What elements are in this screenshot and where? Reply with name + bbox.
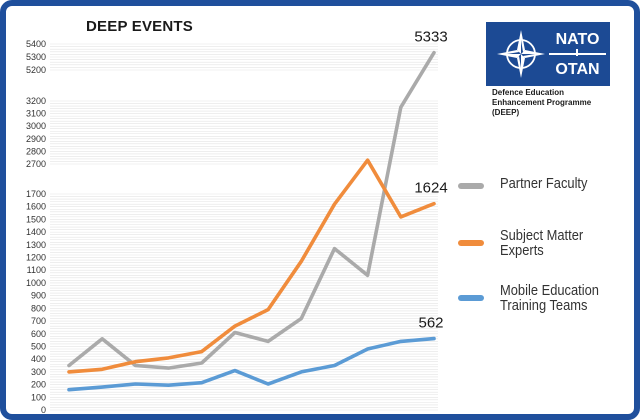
end-labels: 5333 1624 562: [414, 29, 447, 332]
y-tick-label: 1200: [26, 253, 46, 263]
legend-label: Partner Faculty: [500, 176, 612, 191]
y-tick-label: 200: [31, 380, 46, 390]
legend-swatch: [458, 295, 484, 301]
series-layer: [67, 50, 436, 392]
logo-divider-tick: [576, 49, 578, 59]
logo-nato-word: NATO: [549, 26, 606, 53]
series-line: [67, 50, 436, 370]
grid-layer: [50, 43, 438, 411]
y-tick-label: 300: [31, 367, 46, 377]
y-tick-label: 700: [31, 316, 46, 326]
y-tick-label: 500: [31, 341, 46, 351]
legend-label-line: Mobile Education: [500, 282, 599, 299]
line-chart: 0 100 200 300 400 500 600 700 800 900 1000 1100 1200…: [26, 29, 448, 415]
end-value-label: 1624: [414, 180, 447, 197]
series-line: [67, 336, 436, 392]
y-tick-label: 1300: [26, 240, 46, 250]
legend-label-line: Training Teams: [500, 297, 588, 314]
y-tick-label: 2900: [26, 134, 46, 144]
legend-label-line: Experts: [500, 242, 544, 259]
nato-deep-logo: NATO OTAN Defence Education Enhancement …: [486, 22, 610, 119]
legend-swatch: [458, 240, 484, 246]
chart-title: DEEP EVENTS: [86, 18, 193, 35]
logo-caption: Defence Education Enhancement Programme …: [492, 88, 610, 118]
nato-compass-icon: [497, 30, 545, 78]
legend-label-line: Subject Matter: [500, 227, 584, 244]
y-tick-label: 5200: [26, 65, 46, 75]
y-tick-label: 5400: [26, 39, 46, 49]
legend-swatch: [458, 183, 484, 189]
y-tick-label: 1000: [26, 278, 46, 288]
logo-otan-word: OTAN: [549, 56, 606, 83]
y-tick-label: 1500: [26, 214, 46, 224]
y-tick-label: 0: [41, 405, 46, 415]
y-tick-label: 1400: [26, 227, 46, 237]
y-tick-label: 1700: [26, 189, 46, 199]
logo-caption-line: Enhancement Programme: [492, 98, 592, 107]
legend-label: Subject Matter Experts: [500, 228, 612, 258]
legend-label: Mobile Education Training Teams: [500, 283, 612, 313]
logo-caption-line: Defence Education: [492, 88, 565, 97]
end-value-label: 562: [418, 315, 443, 332]
logo-caption-line: (DEEP): [492, 108, 520, 117]
y-tick-label: 600: [31, 329, 46, 339]
y-tick-label: 3200: [26, 96, 46, 106]
series-line: [67, 158, 436, 374]
y-tick-label: 3100: [26, 109, 46, 119]
y-tick-label: 400: [31, 354, 46, 364]
y-tick-label: 2700: [26, 159, 46, 169]
y-tick-label: 3000: [26, 121, 46, 131]
y-axis-ticks: 0 100 200 300 400 500 600 700 800 900 1000 1100 1200…: [26, 39, 46, 415]
y-tick-label: 100: [31, 392, 46, 402]
y-tick-label: 800: [31, 303, 46, 313]
y-tick-label: 2800: [26, 146, 46, 156]
y-tick-label: 5300: [26, 52, 46, 62]
y-tick-label: 1100: [27, 265, 46, 275]
legend-label-line: Partner Faculty: [500, 175, 588, 192]
end-value-label: 5333: [414, 29, 447, 46]
y-tick-label: 1600: [26, 202, 46, 212]
y-tick-label: 900: [31, 291, 46, 301]
